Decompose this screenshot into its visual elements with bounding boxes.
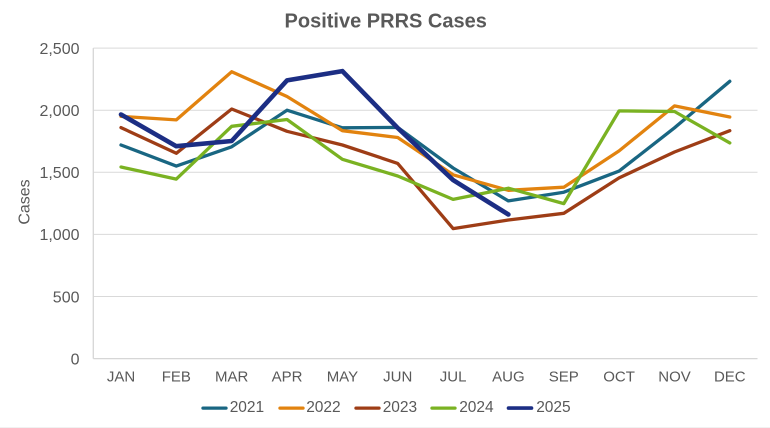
svg-text:FEB: FEB (162, 369, 191, 386)
svg-text:APR: APR (272, 369, 303, 386)
svg-text:AUG: AUG (492, 369, 525, 386)
svg-text:2,500: 2,500 (39, 41, 79, 58)
svg-text:NOV: NOV (658, 369, 691, 386)
svg-text:SEP: SEP (549, 369, 579, 386)
svg-text:JUN: JUN (383, 369, 412, 386)
svg-text:Positive PRRS Cases: Positive PRRS Cases (285, 11, 487, 33)
svg-text:OCT: OCT (603, 369, 635, 386)
svg-text:1,500: 1,500 (39, 165, 79, 182)
svg-text:JUL: JUL (440, 369, 467, 386)
svg-text:MAR: MAR (215, 369, 249, 386)
svg-text:1,000: 1,000 (39, 227, 79, 244)
svg-text:0: 0 (71, 351, 80, 368)
svg-text:2022: 2022 (306, 399, 340, 416)
svg-text:JAN: JAN (107, 369, 135, 386)
svg-text:2021: 2021 (230, 399, 264, 416)
svg-text:2024: 2024 (459, 399, 494, 416)
svg-text:2,000: 2,000 (39, 103, 79, 120)
svg-text:DEC: DEC (714, 369, 746, 386)
svg-text:2023: 2023 (383, 399, 417, 416)
svg-text:MAY: MAY (327, 369, 358, 386)
svg-text:500: 500 (53, 289, 80, 306)
svg-text:2025: 2025 (536, 399, 570, 416)
svg-text:Cases: Cases (16, 179, 33, 224)
